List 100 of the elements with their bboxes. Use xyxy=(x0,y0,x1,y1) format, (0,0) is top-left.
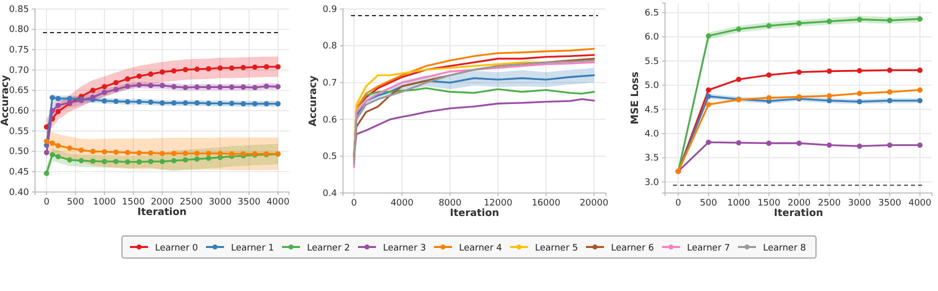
point xyxy=(182,150,188,156)
point xyxy=(856,16,862,22)
y-tick-label: 0.70 xyxy=(8,66,30,76)
point xyxy=(50,152,56,158)
point xyxy=(229,65,234,71)
point xyxy=(67,157,72,163)
y-tick-label: 0.8 xyxy=(322,42,338,52)
point xyxy=(56,102,61,108)
point xyxy=(67,145,72,151)
y-tick-label: 5.5 xyxy=(644,56,659,67)
point xyxy=(856,90,862,96)
y-tick-label: 3.5 xyxy=(644,154,659,164)
point xyxy=(171,100,177,106)
x-tick-label: 4000 xyxy=(390,198,414,208)
point xyxy=(240,64,246,70)
point xyxy=(856,143,862,149)
point xyxy=(229,151,234,156)
point xyxy=(148,150,154,156)
point xyxy=(56,154,61,160)
point xyxy=(252,84,258,90)
legend-label: Learner 1 xyxy=(231,244,274,254)
point xyxy=(229,84,234,90)
y-tick-label: 0.45 xyxy=(8,168,29,178)
point xyxy=(194,150,200,156)
point xyxy=(113,150,119,155)
x-tick-label: 0 xyxy=(44,197,50,208)
point xyxy=(171,158,177,164)
point xyxy=(78,158,84,164)
y-tick-label: 0.5 xyxy=(322,152,337,162)
y-axis-title: Accuracy xyxy=(0,74,11,126)
y-tick-label: 0.40 xyxy=(8,188,30,198)
x-tick-label: 4000 xyxy=(908,198,932,208)
point xyxy=(736,140,742,146)
y-tick-label: 0.65 xyxy=(8,86,29,96)
x-tick-label: 500 xyxy=(700,198,718,208)
point xyxy=(218,150,223,156)
point xyxy=(206,84,212,90)
point xyxy=(136,82,142,88)
point xyxy=(917,16,923,22)
y-tick-label: 0.75 xyxy=(8,46,29,56)
point xyxy=(136,99,142,104)
point xyxy=(917,98,923,104)
point xyxy=(136,159,142,165)
point xyxy=(206,66,212,72)
point xyxy=(766,95,772,100)
point xyxy=(113,80,119,86)
x-tick-label: 0 xyxy=(351,198,358,208)
legend-label: Learner 3 xyxy=(383,244,426,254)
point xyxy=(102,158,108,164)
x-tick-label: 3500 xyxy=(238,197,261,208)
legend-label: Learner 4 xyxy=(459,244,502,254)
point xyxy=(264,64,270,70)
point xyxy=(796,140,802,146)
point xyxy=(124,76,130,82)
point xyxy=(44,150,50,156)
point xyxy=(229,100,234,106)
point xyxy=(887,18,892,24)
point xyxy=(182,66,188,72)
point xyxy=(78,147,84,153)
point xyxy=(766,23,772,28)
point xyxy=(44,170,50,176)
point xyxy=(160,82,165,88)
point xyxy=(917,68,923,73)
point xyxy=(90,148,96,154)
point xyxy=(56,96,61,102)
point xyxy=(148,82,154,88)
point xyxy=(136,73,142,79)
x-tick-label: 16000 xyxy=(532,198,561,208)
y-tick-label: 4.0 xyxy=(644,129,660,140)
x-tick-label: 2500 xyxy=(180,197,203,208)
point xyxy=(766,140,772,146)
y-axis-title: MSE Loss xyxy=(630,72,641,124)
x-tick-label: 0 xyxy=(675,198,682,208)
point xyxy=(90,94,96,100)
point xyxy=(136,150,142,156)
point xyxy=(160,158,165,164)
point xyxy=(252,64,258,70)
point xyxy=(124,159,130,165)
y-tick-label: 0.7 xyxy=(322,78,337,88)
point xyxy=(113,158,119,164)
x-tick-label: 1000 xyxy=(727,198,750,208)
point xyxy=(736,26,742,32)
point xyxy=(264,84,270,89)
point xyxy=(194,66,200,72)
point xyxy=(44,138,50,144)
point xyxy=(113,98,119,104)
y-tick-label: 5.0 xyxy=(644,81,660,92)
y-tick-label: 0.55 xyxy=(8,126,29,137)
y-tick-label: 6.5 xyxy=(644,8,659,19)
point xyxy=(102,149,108,154)
point xyxy=(124,99,130,104)
point xyxy=(50,95,56,100)
x-tick-label: 2000 xyxy=(788,198,811,208)
point xyxy=(275,64,281,70)
point xyxy=(887,98,892,104)
point xyxy=(826,98,832,104)
y-tick-label: 0.85 xyxy=(8,4,29,15)
point xyxy=(206,156,212,161)
y-tick-label: 0.80 xyxy=(8,25,30,36)
y-tick-label: 0.4 xyxy=(322,188,338,199)
